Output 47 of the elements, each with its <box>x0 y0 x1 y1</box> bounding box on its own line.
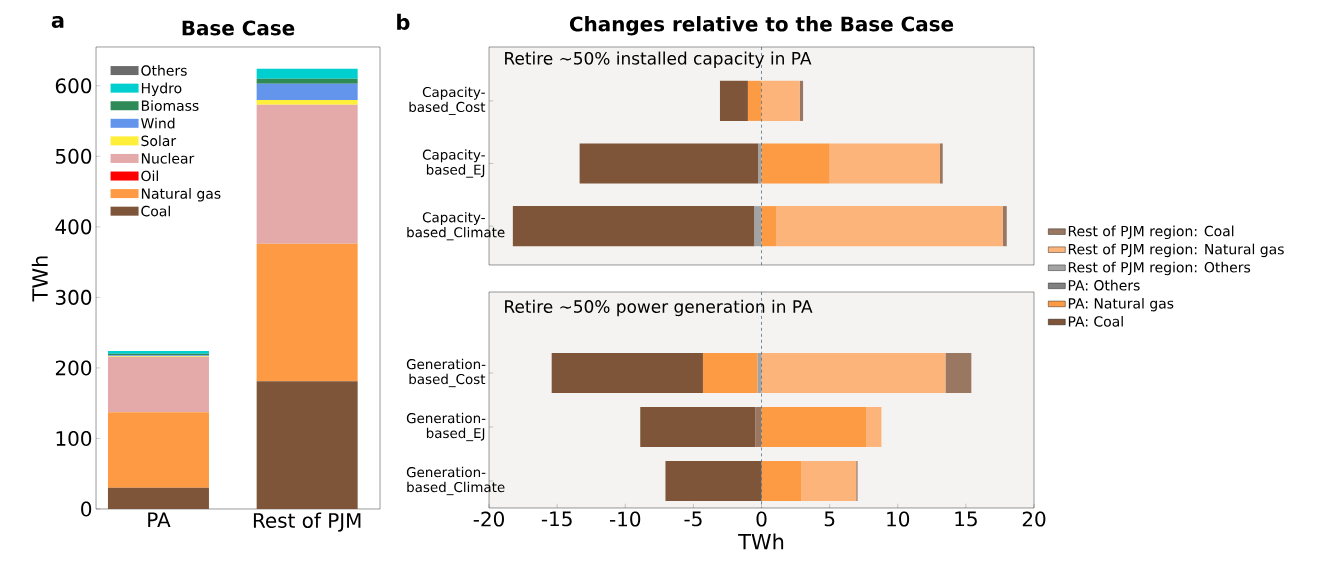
text: a <box>51 16 64 29</box>
y-tick-label: Generation-based_EJ <box>406 412 486 442</box>
legend-label: Rest of PJM region: Coal <box>1068 225 1234 240</box>
legend-label: Oil <box>141 170 158 182</box>
y-tick-label: 0 <box>81 501 92 517</box>
y-tick-label: 400 <box>55 219 92 235</box>
legend-label: Solar <box>141 135 177 147</box>
legend-label: PA: Coal <box>1068 315 1123 327</box>
x-tick-label: -10 <box>609 511 641 527</box>
y-tick-label: Capacity-based_Climate <box>407 211 505 241</box>
legend-label: Rest of PJM region: Others <box>1068 261 1251 276</box>
y-tick-label: Generation-based_Climate <box>406 466 505 496</box>
legend-label: Biomass <box>141 100 199 111</box>
x-tick-label: PA <box>148 512 171 528</box>
x-tick-label: 20 <box>1022 511 1046 527</box>
x-tick-label: -15 <box>541 511 572 527</box>
x-tick-label: 5 <box>824 511 835 527</box>
x-tick-label: Rest of PJM <box>253 512 361 532</box>
legend-label: Nuclear <box>141 152 195 164</box>
x-tick-label: 15 <box>955 511 977 527</box>
legend-label: PA: Natural gas <box>1068 297 1174 312</box>
legend-label: Hydro <box>141 82 182 97</box>
x-tick-label: -20 <box>473 511 504 527</box>
x-axis-title: TWh <box>738 533 784 550</box>
legend-label: Others <box>141 65 187 76</box>
x-tick-label: -5 <box>684 511 702 527</box>
legend-label: Coal <box>141 205 170 217</box>
chart-title: Base Case <box>182 20 295 36</box>
legend-label: Wind <box>141 117 175 129</box>
y-tick-label: Capacity-based_Cost <box>409 86 486 116</box>
text: b <box>397 13 410 31</box>
chart-title: Changes relative to the Base Case <box>569 16 954 36</box>
x-tick-label: 0 <box>756 511 767 527</box>
text: Retire ~50% power generation in PA <box>505 299 813 317</box>
legend-label: Rest of PJM region: Natural gas <box>1068 243 1284 258</box>
y-tick-label: 600 <box>55 78 92 94</box>
y-axis-title: TWh <box>31 256 48 302</box>
y-tick-label: 100 <box>56 430 92 446</box>
y-tick-label: Generation-based_Cost <box>406 358 486 388</box>
y-tick-label: 500 <box>56 148 92 164</box>
legend-label: Natural gas <box>141 188 221 202</box>
legend-label: PA: Others <box>1068 279 1140 291</box>
y-tick-label: Capacity-based_EJ <box>422 149 485 178</box>
annotation: Retire ~50% installed capacity in PA <box>505 51 812 68</box>
x-tick-label: 10 <box>887 511 910 527</box>
y-tick-label: 200 <box>55 360 92 376</box>
y-tick-label: 300 <box>55 289 92 305</box>
